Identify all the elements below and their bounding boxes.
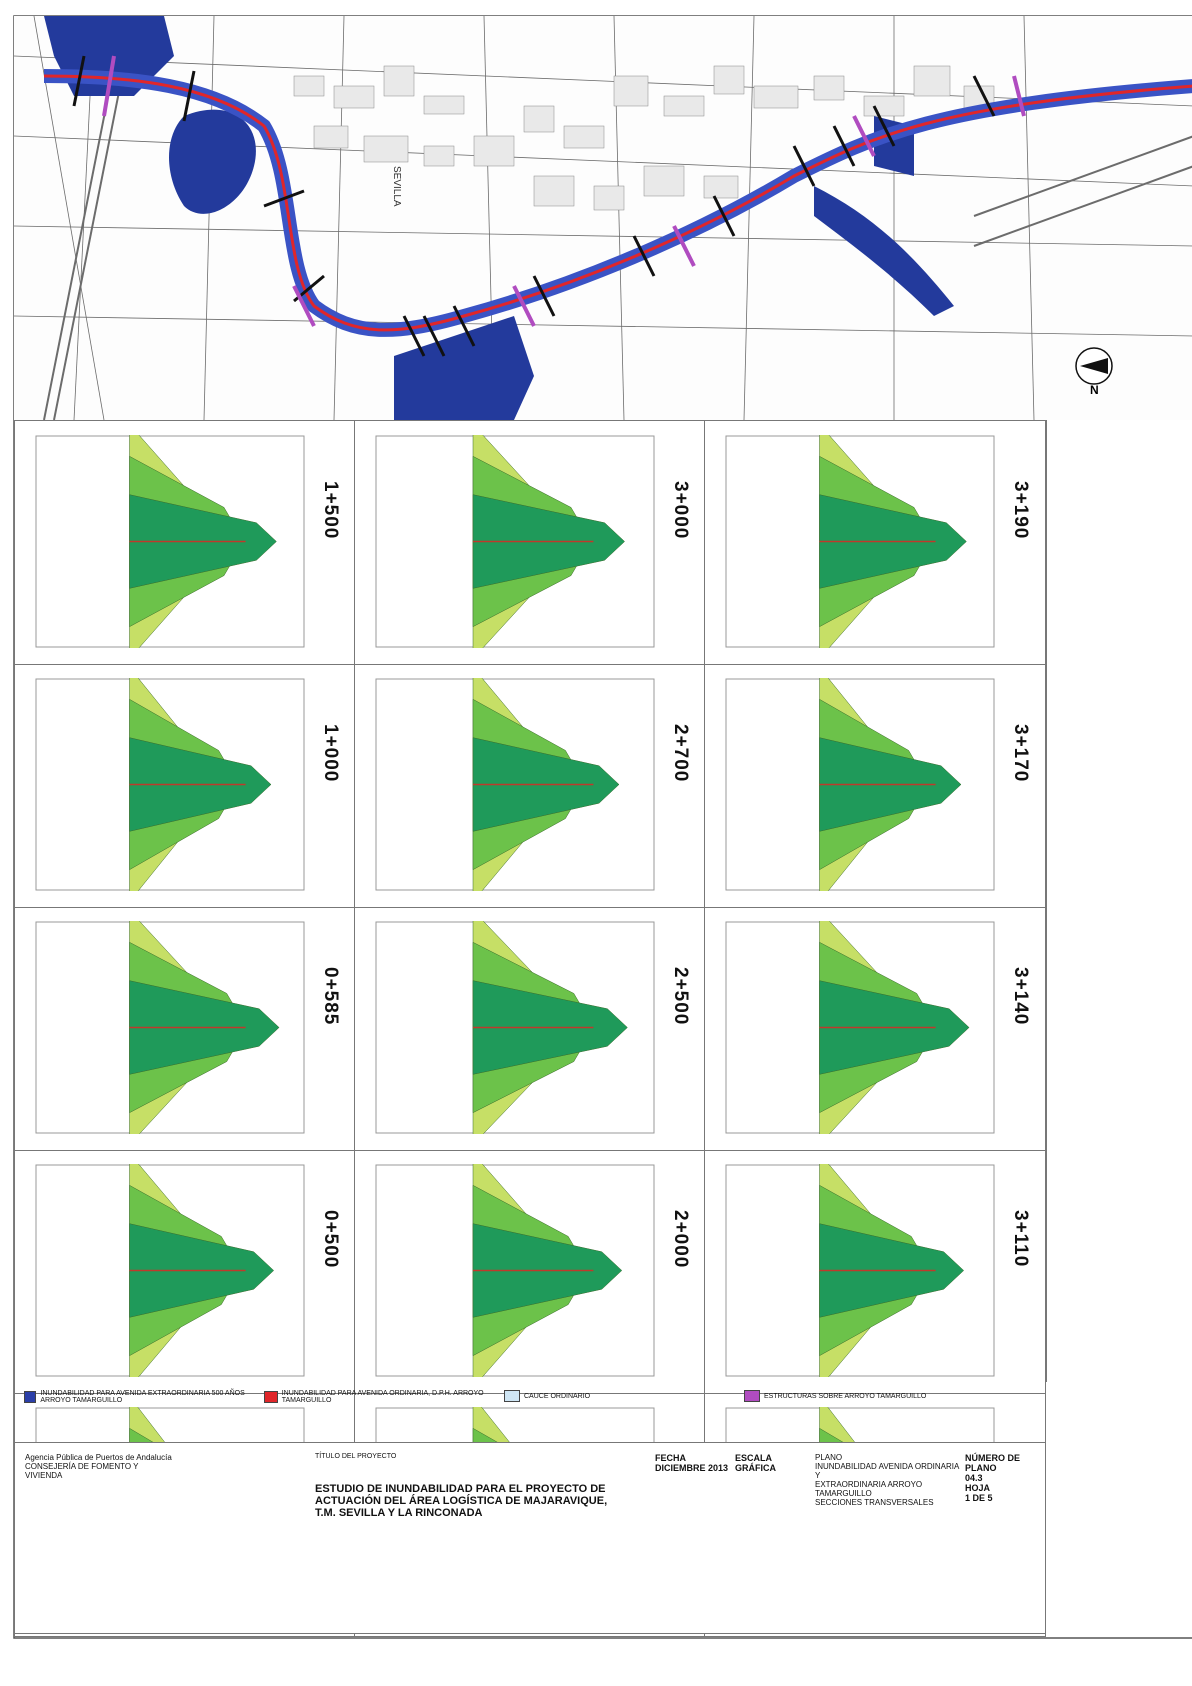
plan-block: PLANO INUNDABILIDAD AVENIDA ORDINARIA Y EX… [815,1453,965,1507]
north-label: N [1090,383,1099,397]
agency-text: Agencia Pública de Puertos de Andalucía [25,1453,172,1462]
section-label: 1+500 [320,481,341,540]
section-label: 0+500 [320,1210,341,1269]
section-label: 3+110 [1010,1210,1031,1268]
plan-number-text: NÚMERO DE PLANO [965,1453,1021,1473]
project-title-block: ESTUDIO DE INUNDABILIDAD PARA EL PROYECT… [315,1483,607,1519]
section-cell: 1+500 [14,420,356,665]
project-label-block: TÍTULO DEL PROYECTO [315,1453,396,1460]
section-label: 3+140 [1010,967,1031,1026]
date-text: DICIEMBRE 2013 [655,1463,729,1473]
section-cell: 2+500 [354,906,706,1151]
legend-item: INUNDABILIDAD PARA AVENIDA ORDINARIA, D.… [264,1390,494,1404]
legend-swatch [264,1391,278,1403]
section-cell: 3+110 [704,1149,1046,1394]
legend-area: INUNDABILIDAD PARA AVENIDA EXTRAORDINARI… [14,1382,1046,1638]
project-title-text: T.M. SEVILLA Y LA RINCONADA [315,1507,483,1519]
section-label: 1+000 [320,724,341,783]
section-profile [375,678,655,891]
section-profile [725,678,995,891]
plan-number-text: 04.3 [965,1473,983,1483]
legend-swatch [744,1390,760,1402]
section-cell: 3+140 [704,906,1046,1151]
legend-swatch [504,1390,520,1402]
section-label: 2+500 [670,967,691,1026]
urban-blocks [293,65,995,211]
section-cell: 3+000 [354,420,706,665]
section-profile [725,921,995,1134]
section-profile [35,678,305,891]
plan-text: PLANO [815,1453,843,1462]
section-profile [725,1164,995,1377]
legend-item: CAUCE ORDINARIO [504,1390,734,1402]
agency-block: Agencia Pública de Puertos de Andalucía C… [25,1453,175,1480]
section-cell: 0+585 [14,906,356,1151]
section-cell: 3+170 [704,663,1046,908]
section-profile [35,1164,305,1377]
section-cell: 3+190 [704,420,1046,665]
section-profile [35,435,305,648]
date-block: FECHA DICIEMBRE 2013 [655,1453,728,1473]
legend-swatch [24,1391,37,1403]
section-label: 2+700 [670,724,691,783]
structures [102,55,1026,327]
legend-label: ESTRUCTURAS SOBRE ARROYO TAMARGUILLO [764,1392,927,1400]
section-cell: 2+700 [354,663,706,908]
agency-text: CONSEJERÍA DE FOMENTO Y VIVIENDA [25,1462,139,1480]
plan-number-text: 1 DE 5 [965,1493,993,1503]
plan-number-block: NÚMERO DE PLANO 04.3 HOJA 1 DE 5 [965,1453,1045,1503]
plan-text: EXTRAORDINARIA ARROYO TAMARGUILLO [815,1480,923,1498]
city-label: SEVILLA [391,166,402,207]
plan-text: INUNDABILIDAD AVENIDA ORDINARIA Y [815,1462,959,1480]
north-arrow: N [1075,347,1113,397]
legend-item: ESTRUCTURAS SOBRE ARROYO TAMARGUILLO [744,1390,974,1402]
plan-number-text: HOJA [965,1483,991,1493]
legend-label: INUNDABILIDAD PARA AVENIDA EXTRAORDINARI… [40,1390,245,1404]
section-label: 3+170 [1010,724,1031,783]
scale-text: GRÁFICA [735,1463,776,1473]
section-profile [725,435,995,648]
scale-text: ESCALA [735,1453,773,1463]
section-label: 0+585 [320,967,341,1026]
legend-item: INUNDABILIDAD PARA AVENIDA EXTRAORDINARI… [24,1390,254,1404]
date-text: FECHA [655,1453,686,1463]
legend-label: CAUCE ORDINARIO [524,1392,591,1400]
section-profile [375,921,655,1134]
section-cell: 0+500 [14,1149,356,1394]
site-map: SEVILLA N [14,16,1192,420]
section-profile [35,921,305,1134]
section-label: 3+190 [1010,481,1031,540]
section-cell: 1+000 [14,663,356,908]
scale-block: ESCALA GRÁFICA [735,1453,776,1473]
section-label: 2+000 [670,1210,691,1269]
section-profile [375,435,655,648]
project-title-text: ACTUACIÓN DEL ÁREA LOGÍSTICA DE MAJARAVI… [315,1495,608,1507]
section-label: 3+000 [670,481,691,540]
section-profile [375,1164,655,1377]
title-block: Agencia Pública de Puertos de Andalucía C… [14,1442,1046,1634]
legend-label: INUNDABILIDAD PARA AVENIDA ORDINARIA, D.… [281,1390,484,1404]
plan-text: SECCIONES TRANSVERSALES [815,1498,934,1507]
project-title-text: ESTUDIO DE INUNDABILIDAD PARA EL PROYECT… [315,1483,606,1495]
section-cell: 2+000 [354,1149,706,1394]
project-label-text: TÍTULO DEL PROYECTO [315,1453,397,1460]
